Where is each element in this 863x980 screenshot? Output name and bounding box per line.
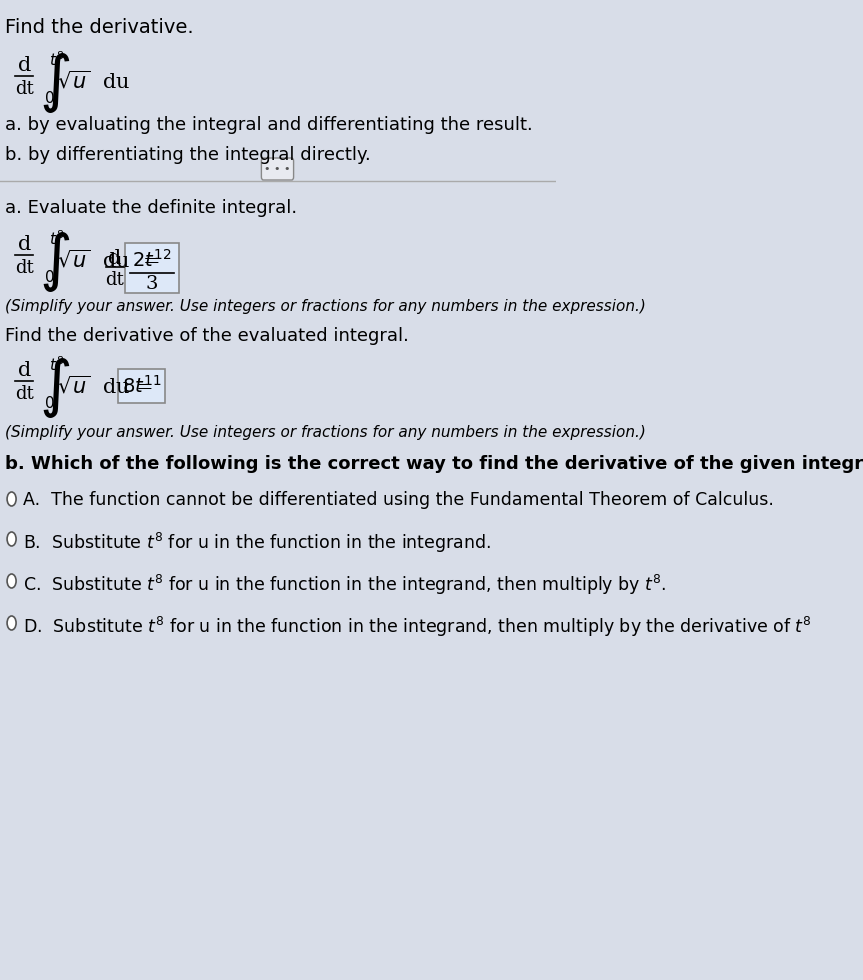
Text: $\sqrt{u}$  du =: $\sqrt{u}$ du = [57,375,153,397]
Circle shape [7,492,16,506]
Text: b. by differentiating the integral directly.: b. by differentiating the integral direc… [5,146,371,164]
Text: 0: 0 [45,270,54,285]
Text: dt: dt [15,259,34,277]
Text: C.  Substitute $t^8$ for u in the function in the integrand, then multiply by $t: C. Substitute $t^8$ for u in the functio… [22,573,666,597]
Circle shape [7,616,16,630]
Text: dt: dt [15,385,34,403]
Text: $2t^{12}$: $2t^{12}$ [132,249,172,270]
Text: • • •: • • • [264,164,291,174]
Text: Find the derivative of the evaluated integral.: Find the derivative of the evaluated int… [5,327,409,345]
Text: $t^8$: $t^8$ [49,229,64,248]
Text: b. Which of the following is the correct way to find the derivative of the given: b. Which of the following is the correct… [5,455,863,473]
Text: A.  The function cannot be differentiated using the Fundamental Theorem of Calcu: A. The function cannot be differentiated… [22,491,773,509]
Text: (Simplify your answer. Use integers or fractions for any numbers in the expressi: (Simplify your answer. Use integers or f… [5,425,646,440]
Text: $\int$: $\int$ [39,51,70,115]
Text: dt: dt [15,80,34,98]
Text: (Simplify your answer. Use integers or fractions for any numbers in the expressi: (Simplify your answer. Use integers or f… [5,299,646,314]
Text: $t^8$: $t^8$ [49,50,64,69]
FancyBboxPatch shape [261,158,293,180]
Text: d: d [18,361,31,380]
Text: $8t^{11}$: $8t^{11}$ [122,375,161,397]
Text: B.  Substitute $t^8$ for u in the function in the integrand.: B. Substitute $t^8$ for u in the functio… [22,531,490,555]
Circle shape [7,574,16,588]
Text: a. by evaluating the integral and differentiating the result.: a. by evaluating the integral and differ… [5,116,532,134]
Text: D.  Substitute $t^8$ for u in the function in the integrand, then multiply by th: D. Substitute $t^8$ for u in the functio… [22,615,811,639]
Text: $\int$: $\int$ [39,356,70,420]
Text: Find the derivative.: Find the derivative. [5,18,194,37]
Text: d: d [108,249,121,268]
Text: $\sqrt{u}$  du  =: $\sqrt{u}$ du = [57,249,159,271]
Text: dt: dt [105,271,124,289]
Text: $t^8$: $t^8$ [49,355,64,373]
Text: d: d [18,235,31,254]
Text: d: d [18,56,31,75]
Text: $\sqrt{u}$  du: $\sqrt{u}$ du [57,70,129,92]
Text: 3: 3 [146,275,158,293]
FancyBboxPatch shape [125,243,179,293]
Text: a. Evaluate the definite integral.: a. Evaluate the definite integral. [5,199,297,217]
Text: 0: 0 [45,91,54,106]
FancyBboxPatch shape [118,369,166,403]
Text: 0: 0 [45,396,54,411]
Circle shape [7,532,16,546]
Text: $\int$: $\int$ [39,230,70,294]
